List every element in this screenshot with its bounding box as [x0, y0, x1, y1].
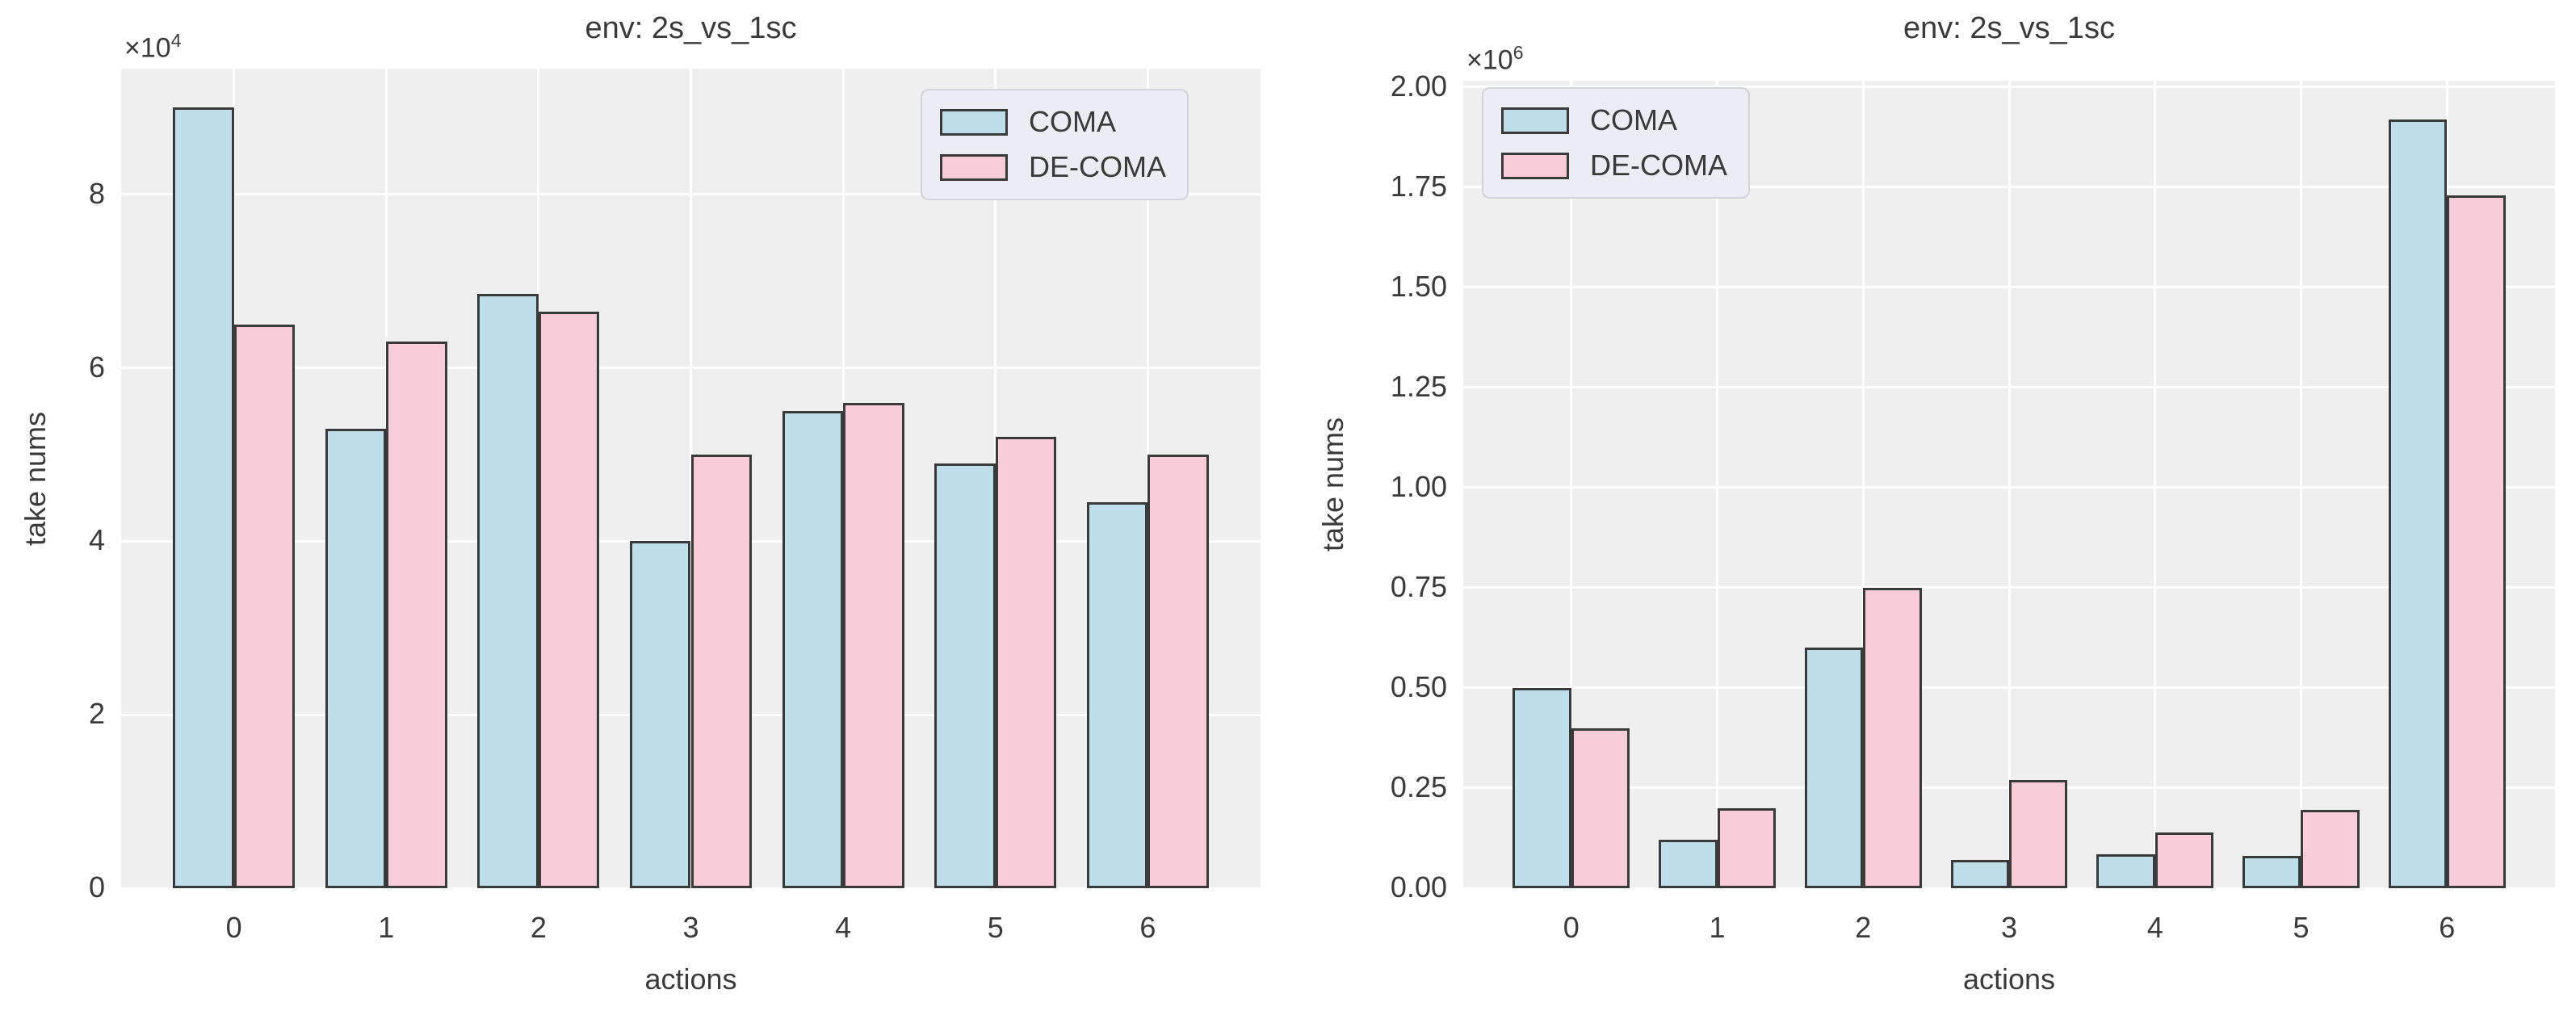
bar-de-coma-action-4 — [2154, 832, 2214, 888]
x-tick-label: 4 — [2146, 911, 2163, 944]
bar-de-coma-action-0 — [1571, 728, 1630, 888]
x-tick-label: 5 — [2293, 911, 2310, 944]
offset-base: ×10 — [124, 32, 171, 64]
bar-de-coma-action-0 — [233, 324, 296, 888]
x-tick-label: 5 — [987, 911, 1004, 944]
y-axis-offset-label: ×104 — [124, 30, 181, 64]
bar-de-coma-action-2 — [1863, 587, 1922, 888]
x-tick-label: 0 — [225, 911, 242, 944]
bar-coma-action-5 — [2242, 856, 2301, 888]
bar-coma-action-6 — [2388, 119, 2448, 888]
x-tick-label: 0 — [1563, 911, 1580, 944]
x-tick-label: 1 — [378, 911, 395, 944]
bar-coma-action-4 — [2096, 853, 2155, 888]
gridline-horizontal — [121, 887, 1261, 890]
gridline-vertical — [2299, 81, 2302, 888]
y-tick-label: 2 — [88, 697, 105, 731]
bar-coma-action-2 — [1804, 648, 1864, 888]
bar-de-coma-action-6 — [2447, 195, 2506, 888]
offset-exponent: 6 — [1512, 42, 1524, 63]
legend-swatch-de-coma — [940, 153, 1008, 181]
legend-label-de-coma: DE-COMA — [1590, 149, 1727, 182]
legend-item-de-coma: DE-COMA — [940, 150, 1166, 184]
bar-de-coma-action-5 — [995, 437, 1057, 888]
x-tick-label: 1 — [1709, 911, 1726, 944]
y-tick-label: 6 — [88, 350, 105, 384]
bar-de-coma-action-1 — [386, 342, 447, 888]
bar-de-coma-action-2 — [538, 311, 600, 888]
x-tick-label: 2 — [1855, 911, 1872, 944]
y-tick-label: 0.25 — [1390, 769, 1447, 803]
bar-coma-action-4 — [782, 411, 844, 888]
gridline-vertical — [1570, 81, 1573, 888]
legend: COMA DE-COMA — [1482, 87, 1750, 199]
x-tick-label: 6 — [2439, 911, 2456, 944]
bar-coma-action-0 — [173, 107, 234, 888]
x-axis-label: actions — [644, 962, 737, 996]
y-tick-label: 0.75 — [1390, 569, 1447, 603]
bar-coma-action-0 — [1512, 687, 1571, 888]
gridline-vertical — [2008, 81, 2011, 888]
y-tick-label: 0 — [88, 870, 105, 904]
y-tick-label: 1.50 — [1390, 269, 1447, 303]
bar-de-coma-action-4 — [843, 402, 904, 888]
offset-exponent: 4 — [170, 30, 182, 51]
y-axis-offset-label: ×106 — [1466, 42, 1523, 76]
y-tick-label: 0.50 — [1390, 669, 1447, 703]
bar-coma-action-1 — [325, 428, 387, 888]
bar-de-coma-action-3 — [690, 454, 752, 888]
y-tick-label: 0.00 — [1390, 870, 1447, 904]
y-tick-label: 8 — [88, 176, 105, 210]
x-tick-label: 2 — [530, 911, 547, 944]
chart-title: env: 2s_vs_1sc — [585, 11, 797, 45]
x-tick-label: 4 — [835, 911, 852, 944]
y-tick-label: 1.25 — [1390, 369, 1447, 403]
bar-coma-action-3 — [630, 541, 691, 888]
legend-swatch-coma — [1501, 107, 1569, 134]
gridline-horizontal — [1463, 887, 2555, 890]
bar-de-coma-action-5 — [2301, 810, 2360, 888]
y-tick-label: 4 — [88, 523, 105, 557]
gridline-vertical — [1861, 81, 1865, 888]
legend-item-de-coma: DE-COMA — [1501, 149, 1727, 182]
chart-title: env: 2s_vs_1sc — [1903, 11, 2115, 45]
legend-swatch-de-coma — [1501, 152, 1569, 179]
legend-item-coma: COMA — [1501, 103, 1727, 137]
legend-label-coma: COMA — [1029, 105, 1116, 138]
x-tick-label: 3 — [2000, 911, 2018, 944]
y-tick-label: 2.00 — [1390, 69, 1447, 103]
gridline-vertical — [1716, 81, 1718, 888]
y-tick-label: 1.00 — [1390, 469, 1447, 503]
bar-de-coma-action-6 — [1147, 454, 1209, 888]
legend-item-coma: COMA — [940, 105, 1166, 139]
x-axis-label: actions — [1962, 962, 2056, 996]
bar-coma-action-5 — [934, 463, 996, 888]
bar-coma-action-6 — [1086, 502, 1148, 888]
bar-coma-action-1 — [1659, 840, 1718, 888]
legend-label-coma: COMA — [1590, 103, 1677, 136]
bar-coma-action-3 — [1950, 860, 2009, 888]
bar-de-coma-action-1 — [1717, 807, 1776, 888]
y-tick-label: 1.75 — [1390, 169, 1447, 203]
legend-swatch-coma — [940, 108, 1008, 136]
bar-coma-action-2 — [477, 294, 539, 888]
x-tick-label: 3 — [682, 911, 699, 944]
bar-de-coma-action-3 — [2009, 780, 2068, 888]
legend: COMA DE-COMA — [921, 89, 1189, 200]
gridline-vertical — [2154, 81, 2157, 888]
legend-label-de-coma: DE-COMA — [1029, 150, 1166, 183]
x-tick-label: 6 — [1139, 911, 1156, 944]
offset-base: ×10 — [1466, 44, 1513, 76]
